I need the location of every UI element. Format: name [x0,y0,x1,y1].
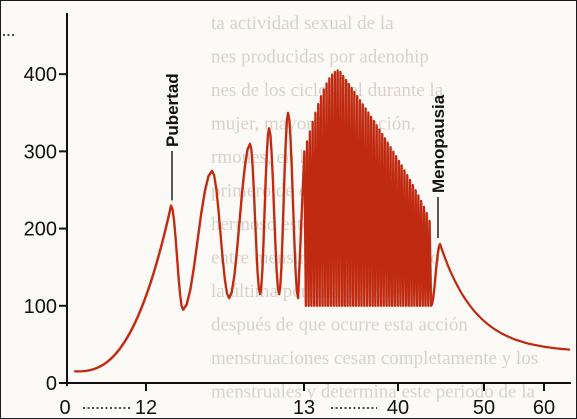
y-tick-label: 400 [24,64,57,86]
x-tick-label: 12 [135,397,157,418]
hormone-level-series-shadow [75,70,571,373]
annotation-layer: Pubertad Menopausia [163,73,448,239]
background-text-line: nes producidas por adenohip [211,47,429,68]
y-tick-label: 300 [24,141,57,163]
curve-layer [73,69,571,373]
y-tick-label: 200 [24,219,57,241]
menopausia-label: Menopausia [429,94,448,193]
x-tick-label: 0 [59,397,70,418]
pubertad-label: Pubertad [163,73,182,147]
background-text-line: después de que ocurre esta acción [211,315,468,336]
x-tick-label: 40 [387,397,409,418]
background-text-line: menstruaciones cesan completamente y los [211,348,538,369]
axis-layer: 0 100 200 300 400 0 12 13 40 50 60 [3,13,571,418]
x-tick-label: 13 [293,397,315,418]
y-tick-label: 0 [46,373,57,395]
x-tick-label: 50 [473,397,495,418]
y-tick-label: 100 [24,296,57,318]
x-tick-label: 60 [533,397,555,418]
background-text-line: ta actividad sexual de la [211,13,394,34]
background-text-line: menstruales y determina este periodo de … [211,382,536,403]
